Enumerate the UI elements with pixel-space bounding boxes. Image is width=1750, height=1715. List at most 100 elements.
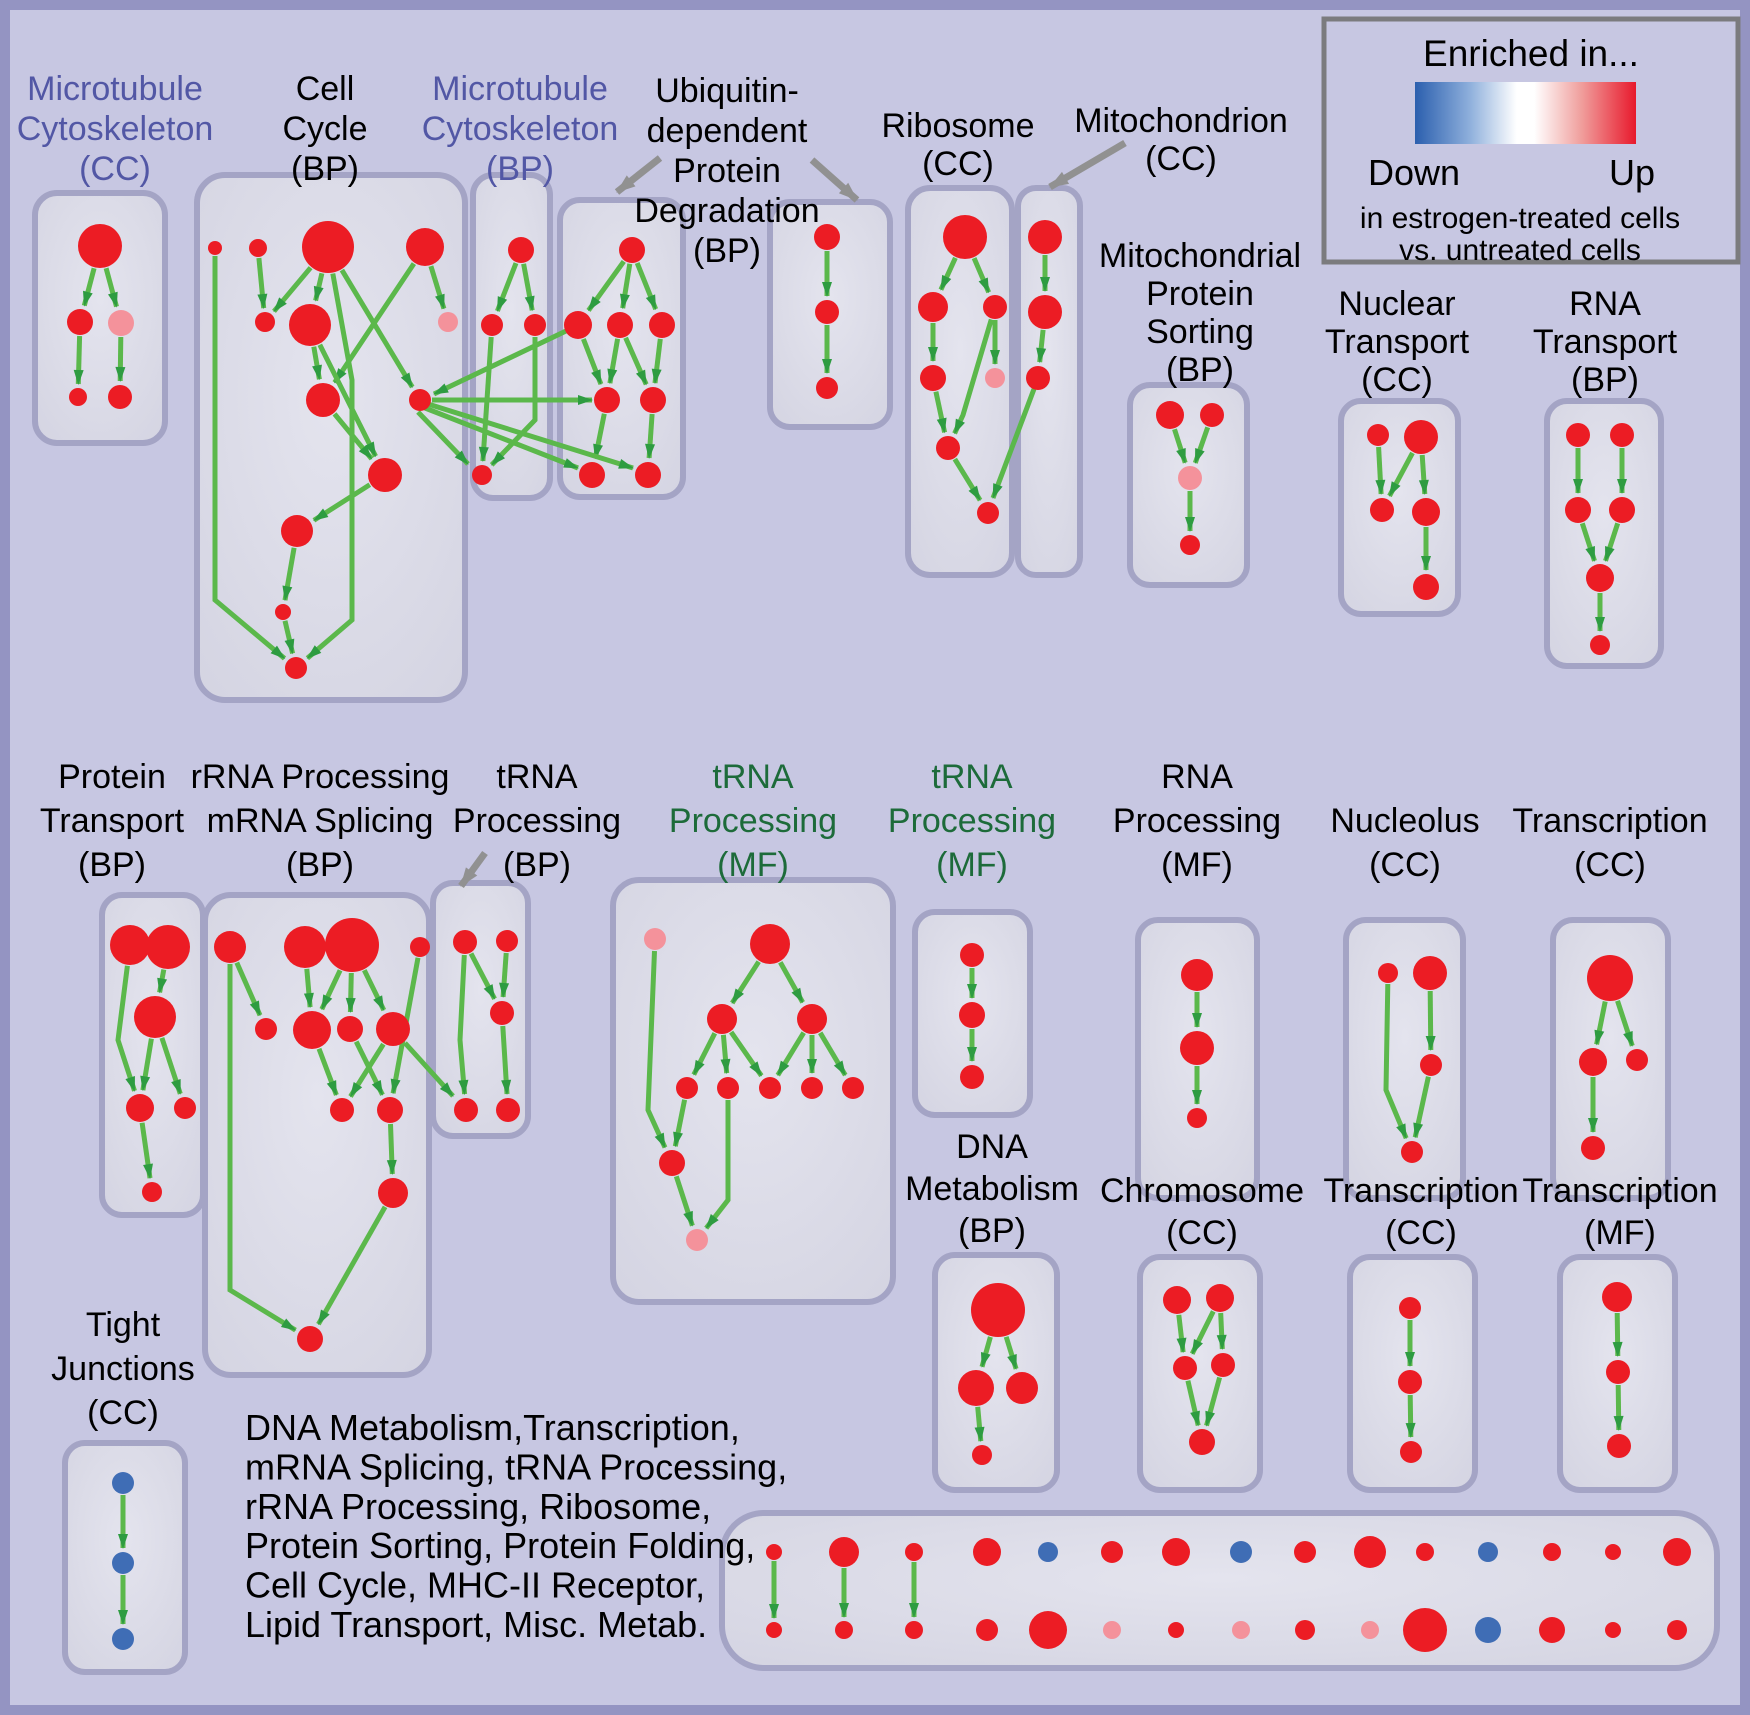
cluster-label-rna-transport-bp-line3: (BP) bbox=[1571, 361, 1639, 399]
annotation-arrow bbox=[614, 155, 663, 195]
go-term-node-cell-cycle-bp-2 bbox=[302, 221, 354, 273]
go-term-node-mitochondrion-cc-0 bbox=[1028, 220, 1062, 254]
edge-cell-cycle-bp bbox=[212, 256, 287, 661]
go-term-node-trna-processing-mf-large-6 bbox=[759, 1077, 781, 1099]
go-term-node-ubiquitin-degradation-left-4 bbox=[594, 387, 620, 413]
edge-protein-transport-bp bbox=[115, 965, 137, 1092]
cluster-label-trna-processing-mf-large-line3: (MF) bbox=[717, 846, 789, 884]
go-term-node-microtubule-cytoskeleton-bp-1 bbox=[481, 314, 503, 336]
go-term-node-microtubule-cytoskeleton-cc-3 bbox=[69, 388, 87, 406]
go-term-node-ubiquitin-degradation-right-1 bbox=[815, 300, 839, 324]
footnote-line-3: rRNA Processing, Ribosome, bbox=[245, 1486, 711, 1527]
go-term-node-mixed-terms-14 bbox=[1663, 1538, 1691, 1566]
go-term-node-transcription-mf-0 bbox=[1602, 1282, 1632, 1312]
cluster-box-chromosome-cc bbox=[1137, 1254, 1263, 1493]
cluster-label-rna-transport-bp-line2: Transport bbox=[1533, 323, 1678, 361]
go-term-node-microtubule-cytoskeleton-cc-2 bbox=[108, 310, 134, 336]
edge-mitochondrial-protein-sorting-bp bbox=[1172, 428, 1188, 464]
go-term-node-cell-cycle-bp-12 bbox=[285, 657, 307, 679]
edge-microtubule-cytoskeleton-bp bbox=[489, 337, 538, 467]
go-term-node-protein-transport-bp-3 bbox=[126, 1094, 154, 1122]
go-term-node-mixed-terms-13 bbox=[1605, 1544, 1621, 1560]
go-term-node-cell-cycle-bp-7 bbox=[306, 383, 340, 417]
edge-transcription-cc-2 bbox=[1405, 1394, 1416, 1438]
go-term-node-mixed-terms-7 bbox=[1230, 1541, 1252, 1563]
go-term-node-rna-transport-bp-2 bbox=[1565, 497, 1591, 523]
go-term-node-mixed-terms-25 bbox=[1403, 1608, 1447, 1652]
edge-mitochondrion-cc bbox=[1036, 329, 1047, 364]
legend-subtitle-1: in estrogen-treated cells bbox=[1360, 202, 1680, 235]
go-term-node-transcription-cc-2-1 bbox=[1398, 1370, 1422, 1394]
edge-ribosome-cc bbox=[971, 257, 991, 294]
edge-rrna-processing-mrna-splicing-bp bbox=[348, 1042, 386, 1098]
cluster-label-transcription-cc-2-line1: Transcription bbox=[1323, 1172, 1518, 1210]
go-term-node-ribosome-cc-4 bbox=[985, 368, 1005, 388]
go-term-node-tight-junctions-cc-1 bbox=[112, 1552, 134, 1574]
cluster-label-microtubule-cytoskeleton-bp-line1: Microtubule bbox=[432, 70, 608, 108]
edge-ribosome-cc bbox=[952, 318, 994, 435]
cluster-label-mitochondrion-cc-line2: (CC) bbox=[1145, 140, 1217, 178]
edge-nucleolus-cc bbox=[1425, 990, 1436, 1051]
cluster-label-trna-processing-bp-line1: tRNA bbox=[496, 758, 578, 796]
footnote-line-1: DNA Metabolism,Transcription, bbox=[245, 1407, 740, 1448]
edge-mitochondrial-protein-sorting-bp bbox=[1192, 426, 1211, 464]
cluster-label-cell-cycle-bp-line2: Cycle bbox=[282, 110, 367, 148]
go-term-node-rrna-processing-mrna-splicing-bp-6 bbox=[337, 1016, 363, 1042]
go-term-node-mitochondrion-cc-1 bbox=[1028, 295, 1062, 329]
edge-rrna-processing-mrna-splicing-bp bbox=[316, 1047, 339, 1096]
cluster-label-microtubule-cytoskeleton-cc-line3: (CC) bbox=[79, 150, 151, 188]
cluster-label-trna-processing-mf-large-line2: Processing bbox=[669, 802, 837, 840]
cluster-label-ubiquitin-dependent-protein-degradation-bp-line3: Protein bbox=[673, 152, 781, 190]
cluster-label-trna-processing-mf-small-line1: tRNA bbox=[931, 758, 1013, 796]
edge-nuclear-transport-cc bbox=[1375, 446, 1386, 495]
edge-cell-cycle-bp bbox=[305, 273, 355, 661]
cluster-label-rna-processing-mf-line1: RNA bbox=[1161, 758, 1233, 796]
go-term-node-ribosome-cc-6 bbox=[977, 502, 999, 524]
cluster-label-rna-processing-mf-line2: Processing bbox=[1113, 802, 1281, 840]
go-term-node-ribosome-cc-2 bbox=[983, 295, 1007, 319]
go-term-node-cell-cycle-bp-0 bbox=[208, 241, 222, 255]
go-term-node-trna-processing-mf-large-2 bbox=[707, 1004, 737, 1034]
edge-chromosome-cc bbox=[1176, 1314, 1187, 1354]
cluster-label-tight-junctions-cc-line1: Tight bbox=[86, 1306, 161, 1344]
cluster-label-trna-processing-bp-line3: (BP) bbox=[503, 846, 571, 884]
go-term-node-cell-cycle-bp-10 bbox=[281, 515, 313, 547]
edge-ubiquitin-degradation-left bbox=[651, 338, 663, 385]
cross-cluster-edge bbox=[427, 401, 634, 471]
cross-cluster-edge bbox=[424, 405, 579, 471]
go-term-node-mitochondrial-protein-sorting-bp-1 bbox=[1200, 403, 1224, 427]
go-term-node-ribosome-cc-1 bbox=[918, 292, 948, 322]
go-term-node-chromosome-cc-0 bbox=[1163, 1286, 1191, 1314]
cluster-label-transcription-mf-line2: (MF) bbox=[1584, 1214, 1656, 1252]
legend-gradient-bar bbox=[1415, 82, 1636, 144]
go-term-node-nuclear-transport-cc-3 bbox=[1412, 498, 1440, 526]
cluster-label-ubiquitin-dependent-protein-degradation-bp-line2: dependent bbox=[647, 112, 808, 150]
edge-ubiquitin-degradation-left bbox=[645, 413, 656, 459]
go-term-node-dna-metabolism-bp-0 bbox=[971, 1283, 1025, 1337]
go-term-node-microtubule-cytoskeleton-bp-0 bbox=[508, 237, 534, 263]
edge-cell-cycle-bp bbox=[282, 547, 297, 602]
edge-microtubule-cytoskeleton-cc bbox=[103, 267, 119, 308]
edge-cell-cycle-bp bbox=[339, 268, 415, 389]
edge-protein-transport-bp bbox=[139, 1122, 153, 1180]
cluster-label-tight-junctions-cc-line3: (CC) bbox=[87, 1394, 159, 1432]
edge-microtubule-cytoskeleton-cc bbox=[73, 335, 84, 385]
edge-microtubule-cytoskeleton-cc bbox=[81, 267, 97, 307]
edge-cell-cycle-bp bbox=[282, 620, 296, 655]
go-term-node-trna-processing-mf-large-0 bbox=[644, 928, 666, 950]
go-term-node-microtubule-cytoskeleton-bp-2 bbox=[524, 314, 546, 336]
cluster-label-microtubule-cytoskeleton-cc-line1: Microtubule bbox=[27, 70, 203, 108]
go-term-node-trna-processing-bp-2 bbox=[490, 1001, 514, 1025]
cluster-label-dna-metabolism-bp-line3: (BP) bbox=[958, 1212, 1026, 1250]
go-term-node-rrna-processing-mrna-splicing-bp-3 bbox=[410, 937, 430, 957]
go-term-node-mixed-terms-24 bbox=[1361, 1621, 1379, 1639]
go-term-node-dna-metabolism-bp-1 bbox=[958, 1370, 994, 1406]
go-term-node-mixed-terms-11 bbox=[1478, 1542, 1498, 1562]
cluster-label-trna-processing-mf-small-line3: (MF) bbox=[936, 846, 1008, 884]
edge-nucleolus-cc bbox=[1412, 1076, 1431, 1139]
cluster-label-rrna-processing-mrna-splicing-bp-line3: (BP) bbox=[286, 846, 354, 884]
edge-protein-transport-bp bbox=[157, 969, 168, 994]
edge-ubiquitin-degradation-left bbox=[586, 259, 626, 312]
annotation-arrow bbox=[458, 850, 488, 889]
